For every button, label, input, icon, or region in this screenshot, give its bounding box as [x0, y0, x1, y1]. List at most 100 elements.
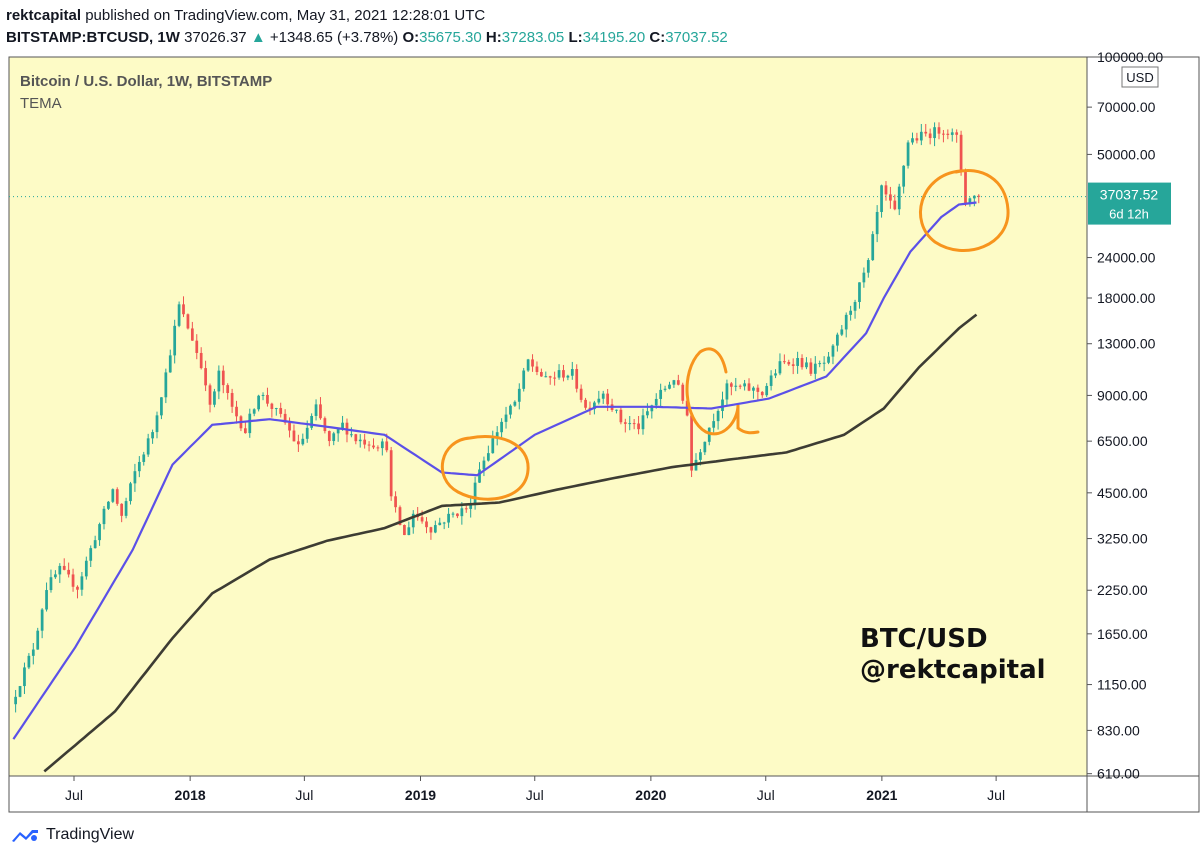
candle — [98, 522, 101, 546]
candle — [972, 195, 976, 207]
candle — [394, 491, 397, 513]
price-tick-label: 9000.00 — [1097, 387, 1148, 403]
currency-label: USD — [1126, 70, 1153, 85]
candle — [407, 521, 411, 536]
candle — [115, 487, 119, 506]
candle — [632, 418, 636, 430]
candle — [358, 434, 362, 448]
candle — [403, 524, 406, 536]
candle — [641, 408, 645, 435]
candle — [526, 358, 530, 372]
candle — [27, 653, 31, 670]
candle — [796, 351, 799, 374]
candle — [376, 445, 380, 452]
candle — [129, 481, 132, 505]
candle — [747, 378, 751, 392]
candle — [840, 325, 844, 337]
author-name[interactable]: rektcapital — [6, 7, 82, 24]
price-badge — [1088, 182, 1171, 225]
price-axis-ticks: 100000.00 70000.00 50000.00 24000.00 18000.0… — [1087, 49, 1163, 782]
watermark-line1: BTC/USD — [860, 624, 988, 654]
candle — [875, 205, 879, 243]
currency-badge[interactable] — [1121, 66, 1159, 88]
candle — [310, 413, 314, 430]
candle — [668, 381, 671, 390]
candle — [853, 299, 857, 319]
candle — [924, 123, 928, 137]
candle — [84, 556, 88, 580]
candle — [871, 231, 875, 261]
candle — [142, 451, 146, 466]
high-label: H: — [485, 29, 502, 46]
candle — [743, 379, 746, 391]
brand-footer[interactable]: TradingView — [10, 826, 134, 844]
candle — [911, 132, 914, 145]
price-badge-value: 37037.52 — [1100, 187, 1159, 203]
price-tick: 70000.00 — [1087, 99, 1156, 115]
candle — [588, 401, 592, 415]
time-tick-label: Jul — [65, 787, 83, 803]
candle — [769, 370, 773, 391]
price-tick-label: 18000.00 — [1097, 290, 1156, 306]
candle — [186, 313, 190, 330]
candle — [544, 371, 548, 378]
candle — [433, 520, 437, 534]
price-tick: 610.00 — [1087, 766, 1140, 782]
candle — [637, 415, 640, 435]
candle — [164, 368, 168, 404]
time-tick: Jul — [295, 776, 313, 803]
candle — [752, 386, 755, 399]
candle — [314, 399, 318, 421]
candle — [495, 426, 499, 446]
candle — [31, 643, 35, 665]
candle — [690, 414, 693, 478]
close-value: 37037.52 — [665, 29, 728, 46]
candle — [442, 521, 446, 530]
price-tick-label: 6500.00 — [1097, 433, 1148, 449]
candle — [67, 562, 71, 578]
candle — [681, 382, 685, 404]
candle — [915, 132, 919, 144]
candle — [482, 456, 486, 477]
candle — [579, 384, 583, 403]
time-tick: Jul — [757, 776, 775, 803]
time-tick-label: Jul — [757, 787, 775, 803]
candle — [584, 397, 587, 410]
candle — [76, 585, 79, 599]
up-triangle-icon: ▲ — [250, 29, 266, 46]
candle — [363, 433, 367, 449]
price-tick: 3250.00 — [1087, 531, 1148, 547]
price-tick-label: 100000.00 — [1097, 49, 1163, 65]
price-tick-label: 1650.00 — [1097, 626, 1148, 642]
candle — [354, 433, 358, 445]
candle — [557, 364, 561, 380]
candle — [836, 332, 839, 352]
candle — [107, 500, 110, 510]
price-tick-label: 3250.00 — [1097, 531, 1148, 547]
candle — [937, 122, 941, 140]
legend-title: Bitcoin / U.S. Dollar, 1W, BITSTAMP — [20, 73, 272, 90]
candle — [451, 511, 455, 518]
candle — [522, 367, 526, 392]
candle — [297, 434, 300, 452]
price-tick: 1650.00 — [1087, 626, 1148, 642]
candle — [562, 364, 565, 382]
candle — [672, 379, 676, 388]
candle — [45, 582, 48, 612]
candle — [933, 122, 936, 147]
candle — [367, 441, 371, 452]
price-tick-label: 830.00 — [1097, 722, 1140, 738]
annotation-circle-2021 — [919, 169, 1010, 252]
time-tick: 2021 — [866, 776, 898, 803]
candle — [889, 186, 892, 209]
candle — [93, 535, 97, 549]
candle — [301, 433, 305, 446]
price-tick-label: 1150.00 — [1097, 677, 1147, 693]
candle — [831, 344, 835, 365]
candle — [513, 400, 517, 407]
candle — [332, 431, 336, 446]
candle — [942, 129, 945, 143]
candle — [447, 507, 450, 528]
candle — [23, 662, 26, 694]
